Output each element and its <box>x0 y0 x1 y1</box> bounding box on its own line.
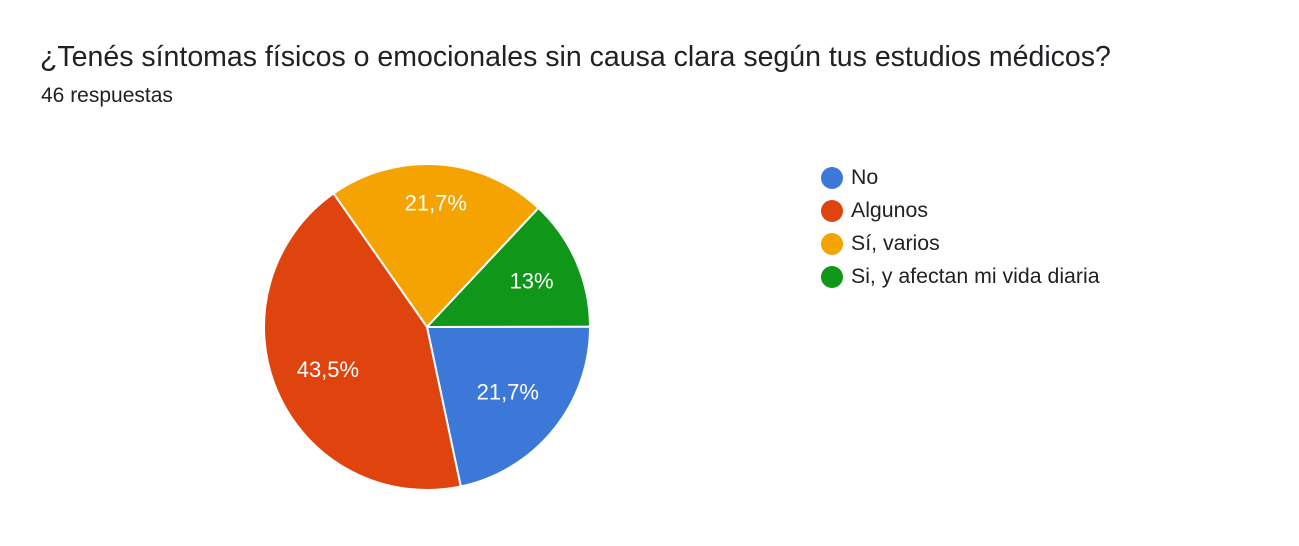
svg-text:43,5%: 43,5% <box>297 357 359 382</box>
svg-text:21,7%: 21,7% <box>405 190 467 215</box>
svg-text:13%: 13% <box>510 269 554 294</box>
svg-text:21,7%: 21,7% <box>477 379 539 404</box>
